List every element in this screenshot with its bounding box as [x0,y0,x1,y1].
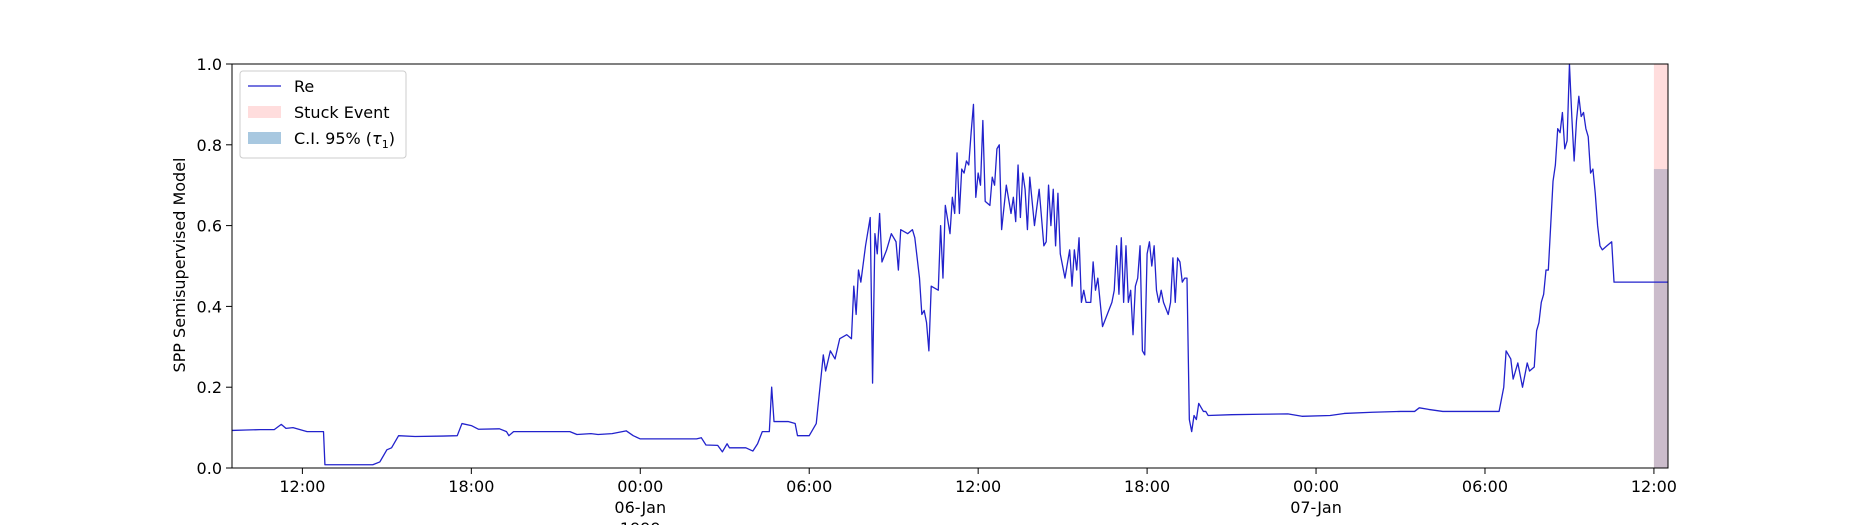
band-overlap [1653,169,1668,469]
legend-label: Stuck Event [294,103,390,122]
y-axis: 0.0 0.2 0.4 0.6 0.8 1.0 [197,55,232,478]
ci-rect [1653,169,1668,469]
legend-swatch-ci [248,132,281,144]
y-tick-label: 0.8 [197,136,222,155]
y-axis-title: SPP Semisupervised Model [170,158,189,373]
x-tick-label: 06:00 [786,477,832,496]
y-tick-label: 0.2 [197,378,222,397]
series-re [231,63,1668,466]
legend-label: Re [294,77,314,96]
x-tick-label: 18:00 [1124,477,1170,496]
x-tick-label: 06-Jan [614,498,666,517]
y-tick-label: 0.0 [197,459,222,478]
x-tick-label: 12:00 [955,477,1001,496]
x-tick-label: 00:00 [1293,477,1339,496]
x-tick-label: 00:00 [617,477,663,496]
series-line-re [231,63,1668,466]
plot-frame [231,63,1669,469]
legend-swatch-stuck [248,106,281,118]
legend-box [239,70,407,159]
x-tick-label: 12:00 [279,477,325,496]
y-tick-label: 0.4 [197,297,222,316]
x-axis: 12:00 18:00 00:00 06-Jan 1999 06:00 12:00 18:00… [279,468,1677,525]
legend: Re Stuck Event C.I. 95% (τ1) [239,70,407,159]
x-tick-label: 06:00 [1462,477,1508,496]
x-tick-label: 07-Jan [1290,498,1342,517]
x-tick-label: 18:00 [448,477,494,496]
x-tick-label: 1999 [620,519,661,525]
legend-label: C.I. 95% (τ1) [294,129,395,151]
x-tick-label: 12:00 [1631,477,1677,496]
y-tick-label: 1.0 [197,55,222,74]
y-tick-label: 0.6 [197,217,222,236]
